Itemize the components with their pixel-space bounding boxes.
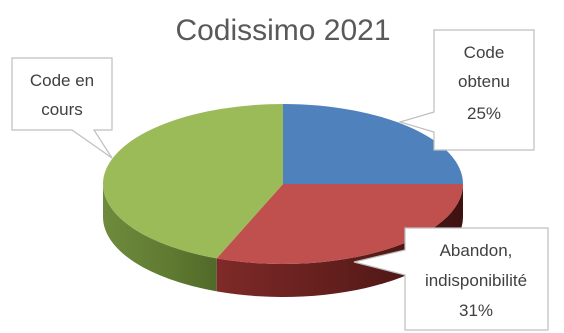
chart-title: Codissimo 2021 [175,14,390,47]
slice-code-en-cours [103,104,284,259]
callout-label-code-en-cours-1: Code en [30,71,94,90]
callout-label-code-obtenu-1: Code [464,43,505,62]
callout-label-code-obtenu-2: obtenu [458,72,510,91]
callout-code-obtenu: Code obtenu 25% [397,29,535,151]
callout-box-abandon [353,227,549,331]
callout-value-code-obtenu: 25% [467,104,501,123]
slice-side-green [103,184,217,292]
slice-abandon-indisponibilite [216,184,463,264]
callout-label-code-en-cours-2: cours [41,100,83,119]
callout-box-code-en-cours [11,57,113,159]
callout-code-en-cours: Code en cours [11,57,113,159]
slice-code-obtenu [283,104,463,184]
callout-box-code-obtenu [397,29,535,151]
callout-label-abandon-2: indisponibilité [425,271,527,290]
callout-value-abandon: 31% [459,301,493,320]
callout-label-abandon-1: Abandon, [440,241,513,260]
callout-abandon: Abandon, indisponibilité 31% [353,227,549,331]
